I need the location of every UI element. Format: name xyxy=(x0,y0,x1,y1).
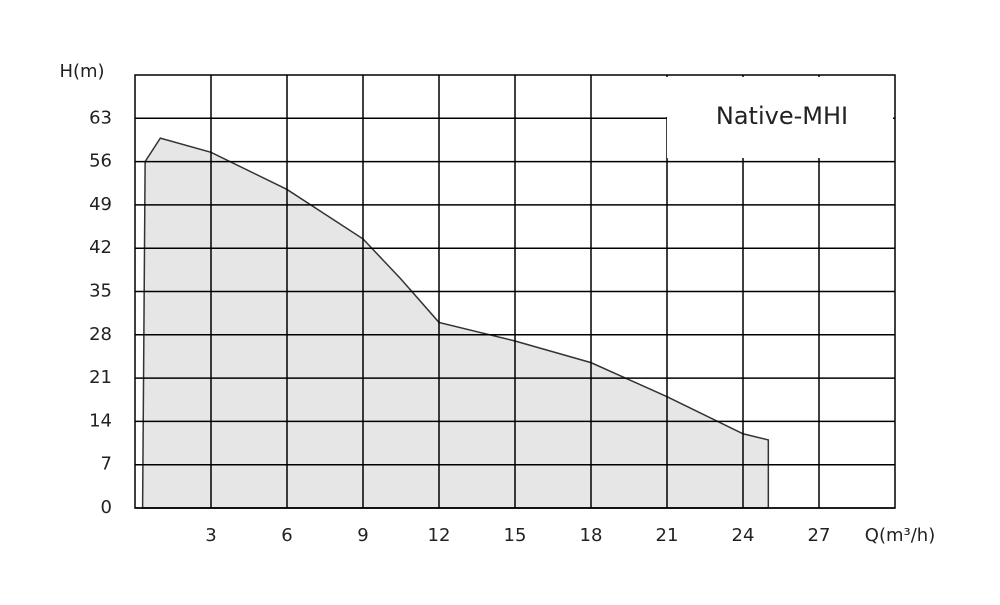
label-box xyxy=(667,77,893,158)
x-axis-label: Q(m³/h) xyxy=(865,525,935,546)
x-tick-label: 9 xyxy=(357,525,368,546)
y-axis-label: H(m) xyxy=(59,61,104,82)
y-tick-label: 14 xyxy=(89,410,112,431)
label-box-top xyxy=(663,77,669,117)
x-tick-label: 24 xyxy=(732,525,755,546)
area xyxy=(141,137,770,509)
y-tick-label: 49 xyxy=(89,194,112,215)
y-tick-label: 42 xyxy=(89,237,112,258)
x-tick-label: 15 xyxy=(504,525,527,546)
y-tick-label: 28 xyxy=(89,324,112,345)
x-tick-label: 27 xyxy=(808,525,831,546)
y-tick-label: 35 xyxy=(89,281,112,302)
frame xyxy=(134,74,896,509)
y-tick-label: 21 xyxy=(89,367,112,388)
x-tick-label: 6 xyxy=(281,525,292,546)
x-tick-label: 12 xyxy=(428,525,451,546)
annotation: Native-MHI xyxy=(716,102,848,130)
y-tick-label: 7 xyxy=(101,454,112,475)
x-tick-label: 18 xyxy=(580,525,603,546)
y-tick-label: 56 xyxy=(89,151,112,172)
y-tick-label: 0 xyxy=(101,497,112,518)
y-tick-label: 63 xyxy=(89,107,112,128)
x-tick-label: 3 xyxy=(205,525,216,546)
x-tick-label: 21 xyxy=(656,525,679,546)
